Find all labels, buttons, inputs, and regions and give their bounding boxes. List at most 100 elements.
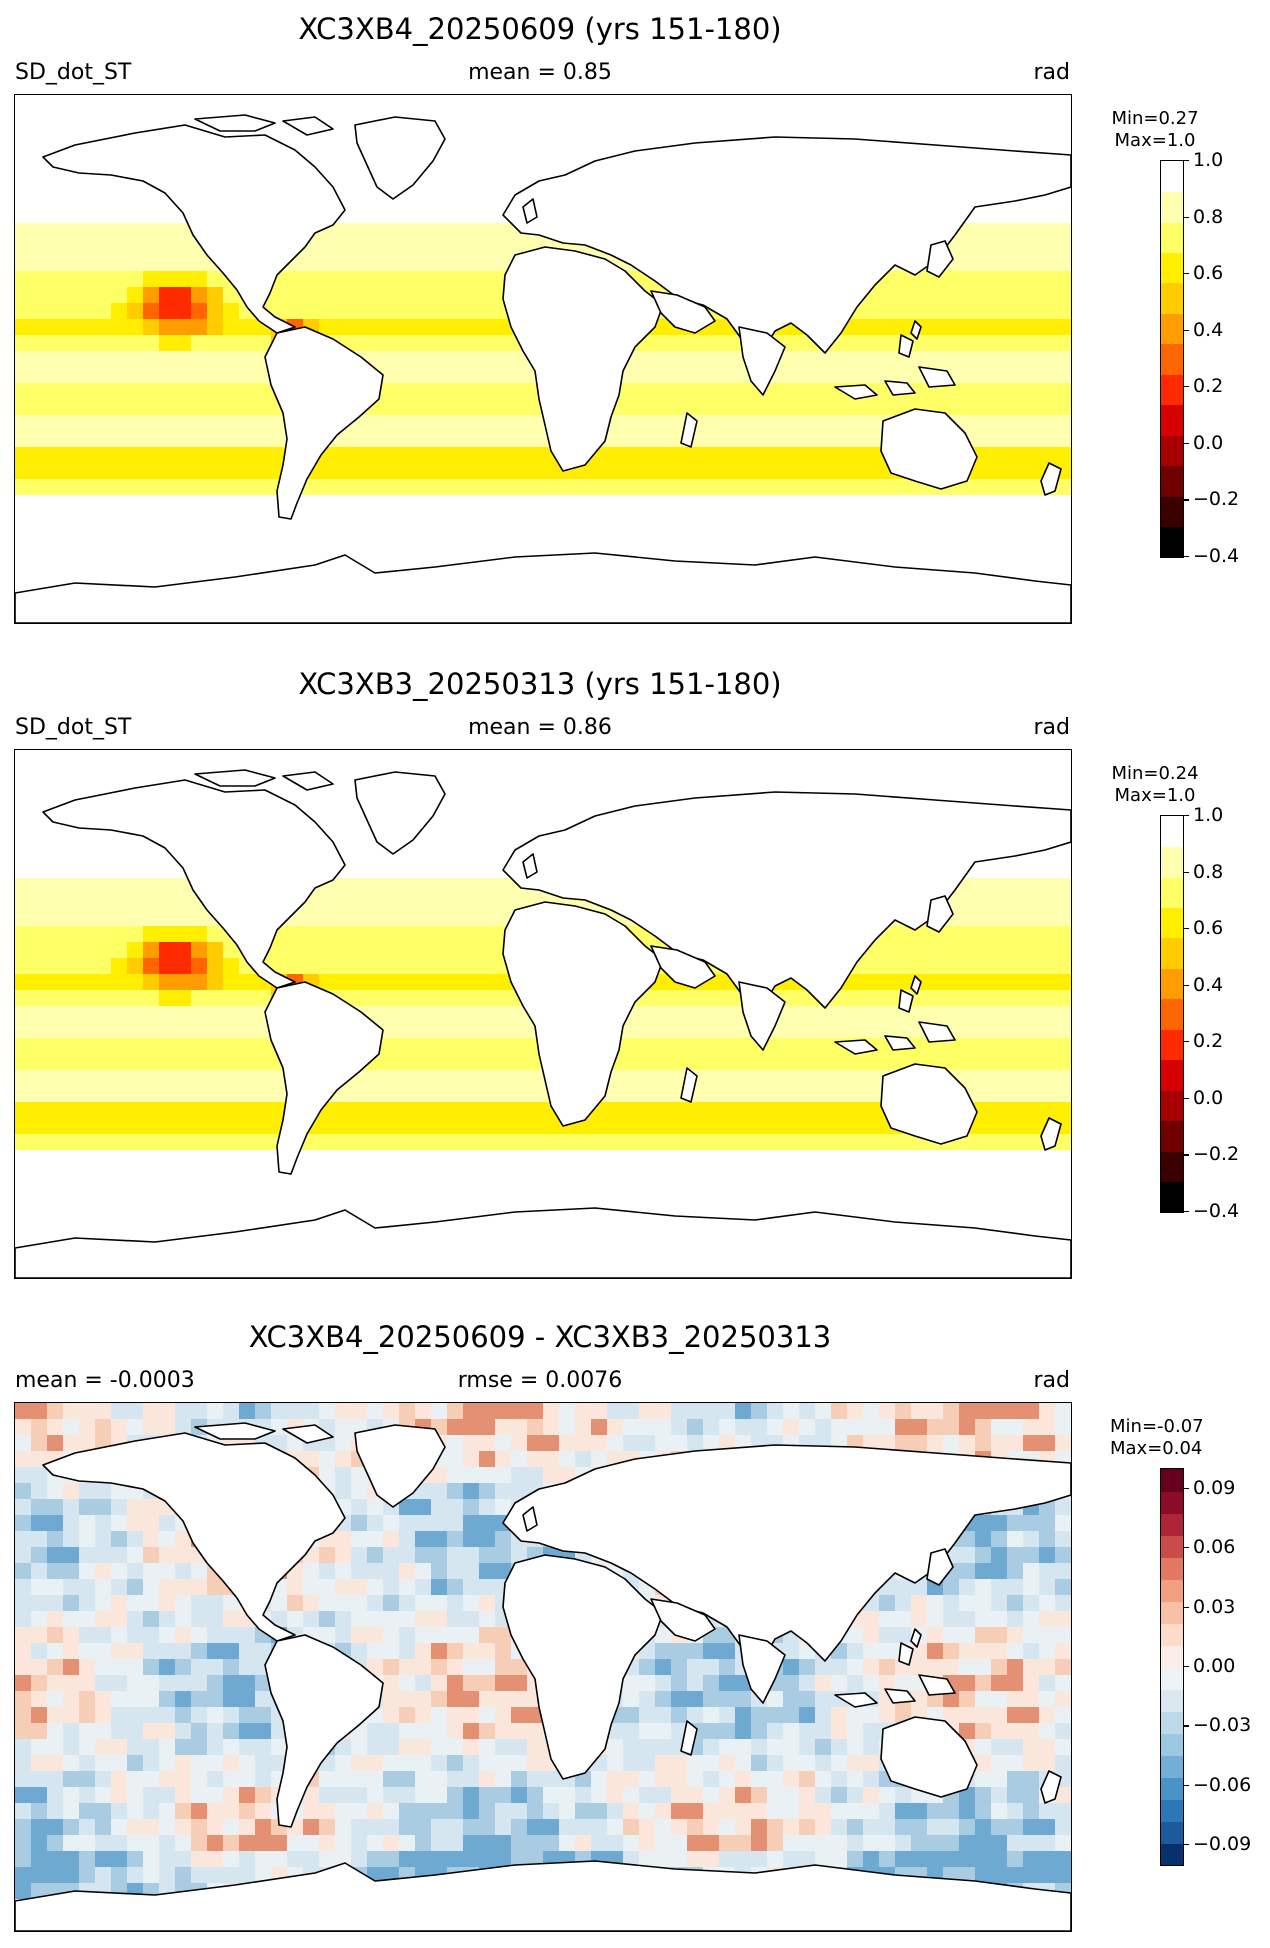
field-cell <box>927 974 944 991</box>
field-cell <box>47 335 64 352</box>
field-cell <box>15 926 32 943</box>
field-cell <box>223 1214 240 1231</box>
field-cell <box>399 910 416 927</box>
field-cell <box>191 495 208 512</box>
field-cell <box>207 1006 224 1023</box>
field-cell <box>1039 878 1056 895</box>
colorbar-segment <box>1161 161 1183 192</box>
field-cell <box>1007 1419 1024 1436</box>
field-cell <box>751 527 768 544</box>
field-cell <box>303 255 320 272</box>
field-cell <box>95 1118 112 1135</box>
field-cell <box>175 319 192 336</box>
field-cell <box>383 1118 400 1135</box>
field-cell <box>175 750 192 767</box>
field-cell <box>767 463 784 480</box>
field-cell <box>1055 191 1071 208</box>
field-cell <box>479 958 496 975</box>
field-cell <box>783 1403 800 1420</box>
field-cell <box>175 1054 192 1071</box>
field-cell <box>175 527 192 544</box>
field-cell <box>47 271 64 288</box>
colorbar-segment <box>1161 999 1183 1030</box>
field-cell <box>47 383 64 400</box>
field-cell <box>63 1118 80 1135</box>
field-cell <box>303 1198 320 1215</box>
field-cell <box>719 990 736 1007</box>
field-cell <box>79 175 96 192</box>
field-cell <box>191 1150 208 1167</box>
field-cell <box>79 862 96 879</box>
field-cell <box>175 1086 192 1103</box>
field-cell <box>991 894 1008 911</box>
field-cell <box>239 463 256 480</box>
field-cell <box>431 1070 448 1087</box>
field-cell <box>239 351 256 368</box>
field-cell <box>127 335 144 352</box>
field-cell <box>319 974 336 991</box>
field-cell <box>863 351 880 368</box>
field-cell <box>191 1022 208 1039</box>
field-cell <box>383 1134 400 1151</box>
field-cell <box>623 495 640 512</box>
field-cell <box>351 1102 368 1119</box>
field-cell <box>383 1166 400 1183</box>
field-cell <box>1055 1054 1071 1071</box>
panel-3: XC3XB4_20250609 - XC3XB3_20250313 mean =… <box>0 1308 1270 1948</box>
field-cell <box>239 543 256 560</box>
field-cell <box>463 1499 480 1516</box>
field-cell <box>207 479 224 496</box>
field-cell <box>751 1198 768 1215</box>
field-cell <box>927 1150 944 1167</box>
field-cell <box>255 1403 272 1420</box>
field-cell <box>223 750 240 767</box>
field-cell <box>463 95 480 112</box>
field-cell <box>287 287 304 304</box>
field-cell <box>335 814 352 831</box>
colorbar-tick-mark <box>1183 556 1189 557</box>
field-cell <box>527 782 544 799</box>
field-cell <box>335 782 352 799</box>
field-cell <box>479 1070 496 1087</box>
field-cell <box>239 974 256 991</box>
field-cell <box>639 1118 656 1135</box>
field-cell <box>95 351 112 368</box>
field-cell <box>479 527 496 544</box>
field-cell <box>1055 1070 1071 1087</box>
field-cell <box>143 894 160 911</box>
field-cell <box>527 750 544 767</box>
field-cell <box>783 479 800 496</box>
field-cell <box>495 766 512 783</box>
field-cell <box>191 1038 208 1055</box>
field-cell <box>623 782 640 799</box>
field-cell <box>799 1403 816 1420</box>
field-cell <box>255 1038 272 1055</box>
field-cell <box>559 511 576 528</box>
field-cell <box>479 878 496 895</box>
field-cell <box>655 1419 672 1436</box>
field-cell <box>1023 351 1040 368</box>
field-cell <box>463 830 480 847</box>
field-cell <box>399 223 416 240</box>
field-cell <box>959 958 976 975</box>
field-cell <box>1023 766 1040 783</box>
field-cell <box>143 1102 160 1119</box>
field-cell <box>495 127 512 144</box>
field-cell <box>991 367 1008 384</box>
field-cell <box>511 111 528 128</box>
field-cell <box>143 479 160 496</box>
field-cell <box>431 1483 448 1500</box>
field-cell <box>927 127 944 144</box>
field-cell <box>159 990 176 1007</box>
field-cell <box>159 1150 176 1167</box>
field-cell <box>991 910 1008 927</box>
field-cell <box>639 1134 656 1151</box>
field-cell <box>1039 1054 1056 1071</box>
field-cell <box>719 1118 736 1135</box>
field-cell <box>463 479 480 496</box>
field-cell <box>415 479 432 496</box>
field-cell <box>255 543 272 560</box>
field-cell <box>975 1134 992 1151</box>
field-cell <box>447 942 464 959</box>
field-cell <box>175 1182 192 1199</box>
